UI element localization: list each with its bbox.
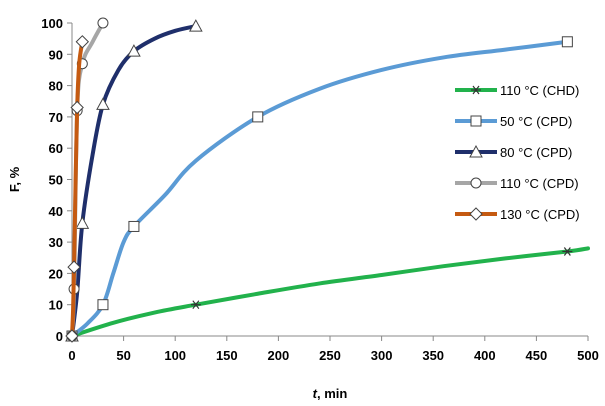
data-point-110-c-chd	[190, 300, 201, 310]
data-point-50-c-cpd	[561, 36, 573, 48]
data-point-130-c-cpd	[70, 100, 84, 115]
y-tick-label: 50	[49, 173, 63, 188]
data-point-110-c-chd	[562, 247, 573, 256]
y-tick-label: 90	[49, 47, 63, 62]
series-line-130-c-cpd	[70, 39, 85, 338]
legend-marker-50-c-cpd	[470, 115, 482, 127]
x-tick-label: 500	[577, 348, 599, 363]
data-point-50-c-cpd	[128, 220, 140, 232]
data-point-80-c-cpd	[188, 19, 203, 32]
legend-marker-110-c-chd-stroke	[472, 85, 480, 95]
legend-entry-110-c-cpd: 110 °C (CPD)	[455, 176, 579, 191]
data-point-80-c-cpd	[75, 216, 90, 229]
series-50-c-cpd	[66, 36, 573, 342]
legend-label-110-c-cpd: 110 °C (CPD)	[500, 176, 579, 191]
legend: 110 °C (CHD) 50 °C (CPD) 80 °C (CPD) 110 °C…	[455, 83, 580, 222]
series-line-50-c-cpd	[70, 39, 570, 338]
series-layer	[65, 17, 590, 343]
y-tick-label: 10	[49, 298, 63, 313]
legend-marker-110-c-cpd	[470, 177, 482, 189]
data-point-50-c-cpd	[97, 299, 109, 311]
legend-marker-110-c-chd	[471, 85, 481, 95]
data-point-80-c-cpd	[96, 97, 110, 110]
data-point-110-c-cpd	[97, 17, 109, 29]
axes: 0 10 20 30 40 50 60 70 80 90 100 0 50 100 150 200 250 300…	[41, 16, 599, 363]
y-tick-label: 0	[56, 329, 63, 344]
y-tick-label: 40	[49, 204, 63, 219]
y-tick-label: 80	[49, 79, 63, 94]
legend-entry-110-c-chd: 110 °C (CHD)	[455, 83, 579, 98]
legend-entry-130-c-cpd: 130 °C (CPD)	[455, 207, 580, 222]
legend-entry-50-c-cpd: 50 °C (CPD)	[455, 114, 572, 129]
series-110-c-chd	[67, 246, 590, 341]
series-line-110-c-chd	[70, 246, 590, 338]
data-point-130-c-cpd	[67, 260, 81, 274]
legend-entry-80-c-cpd: 80 °C (CPD)	[455, 144, 572, 160]
legend-label-80-c-cpd: 80 °C (CPD)	[500, 145, 572, 160]
x-tick-label: 0	[68, 348, 75, 363]
x-axis-title-rest: , min	[317, 386, 347, 401]
x-tick-label: 450	[526, 348, 548, 363]
y-tick-label: 20	[49, 266, 63, 281]
data-point-130-c-cpd	[75, 35, 90, 49]
x-axis-title: t, min	[313, 386, 348, 401]
legend-marker-80-c-cpd	[469, 144, 483, 158]
data-point-110-c-chd-stroke	[563, 247, 571, 256]
data-point-130-c-cpd	[65, 329, 79, 343]
x-tick-label: 300	[371, 348, 393, 363]
x-tick-label: 400	[474, 348, 496, 363]
x-tick-label: 250	[319, 348, 341, 363]
y-tick-label: 60	[49, 141, 63, 156]
x-tick-label: 150	[216, 348, 238, 363]
y-tick-label: 100	[41, 16, 63, 31]
legend-label-50-c-cpd: 50 °C (CPD)	[500, 114, 572, 129]
x-tick-label: 50	[116, 348, 130, 363]
series-80-c-cpd	[65, 19, 203, 342]
x-tick-label: 200	[268, 348, 290, 363]
x-axis-title-italic: t	[313, 386, 318, 401]
y-tick-label: 30	[49, 235, 63, 250]
legend-label-110-c-chd: 110 °C (CHD)	[500, 83, 579, 98]
series-line-80-c-cpd	[70, 24, 198, 338]
legend-label-130-c-cpd: 130 °C (CPD)	[500, 207, 580, 222]
series-130-c-cpd	[65, 35, 90, 343]
x-tick-label: 350	[422, 348, 444, 363]
data-point-80-c-cpd	[127, 44, 141, 57]
y-axis-title: F, %	[7, 166, 22, 192]
data-point-110-c-chd-stroke	[192, 300, 200, 310]
legend-marker-130-c-cpd	[469, 207, 483, 221]
y-tick-label: 70	[49, 110, 63, 125]
x-tick-label: 100	[164, 348, 186, 363]
data-point-50-c-cpd	[252, 111, 264, 123]
